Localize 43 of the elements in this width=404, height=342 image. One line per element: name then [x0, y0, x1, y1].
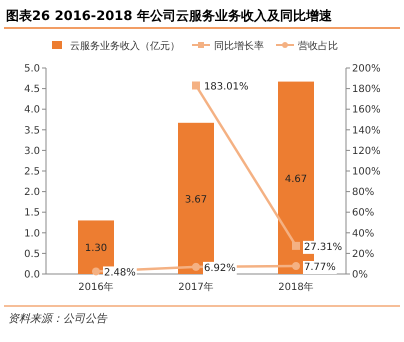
y-tick-label: 2.5 — [24, 166, 40, 178]
y2-tick-label: 120% — [352, 146, 381, 157]
data-label: 27.31% — [304, 242, 342, 253]
text: 资料来源：公司公告 — [8, 312, 108, 325]
data-label: 4.67 — [284, 174, 308, 185]
y-tick-label: 0.5 — [24, 248, 40, 260]
y-tick-label: 0.0 — [24, 270, 40, 280]
data-label: 1.30 — [84, 243, 108, 254]
point — [292, 242, 300, 250]
legend-label: 云服务业务收入（亿元） — [70, 40, 180, 52]
y-tick-label: 1.5 — [24, 208, 40, 219]
data-label: 6.92% — [204, 262, 236, 274]
y2-tick-label: 100% — [352, 166, 381, 178]
legend-label: 营收占比 — [298, 40, 338, 52]
data-label: 2.48% — [104, 267, 136, 278]
y-tick-label: 3.5 — [24, 125, 40, 136]
x-tick-label: 2016年 — [78, 281, 114, 293]
y2-tick-label: 180% — [352, 84, 381, 96]
data-label: 3.67 — [184, 194, 208, 206]
data-label: 7.77% — [304, 262, 336, 273]
data-label: 183.01% — [204, 82, 248, 92]
y-tick-label: 4.5 — [24, 84, 40, 96]
point — [292, 262, 300, 270]
y2-tick-label: 140% — [352, 125, 381, 136]
y2-tick-label: 40% — [352, 228, 374, 240]
y2-tick-label: 200% — [352, 64, 381, 74]
x-tick-label: 2017年 — [178, 281, 214, 293]
y2-tick-label: 160% — [352, 104, 381, 116]
y2-tick-label: 80% — [352, 187, 374, 198]
point — [92, 267, 100, 276]
y-tick-label: 3.0 — [24, 146, 40, 157]
chart-title: 图表26 2016-2018 年公司云服务业务收入及同比增速 — [6, 8, 333, 24]
legend-label: 同比增长率 — [214, 40, 264, 52]
point — [192, 262, 200, 271]
y2-tick-label: 60% — [352, 208, 374, 219]
y-tick-label: 4.0 — [24, 104, 40, 116]
point — [192, 82, 200, 90]
y-tick-label: 1.0 — [24, 228, 40, 240]
y-tick-label: 2.0 — [24, 187, 40, 198]
y-tick-label: 5.0 — [24, 64, 40, 74]
x-tick-label: 2018年 — [278, 281, 314, 293]
y2-tick-label: 20% — [352, 248, 374, 260]
y2-tick-label: 0% — [352, 270, 368, 280]
